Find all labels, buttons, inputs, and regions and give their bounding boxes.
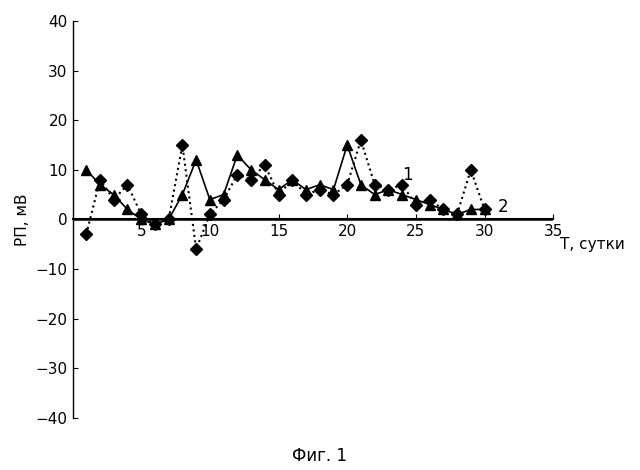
Text: 2: 2 [498, 198, 509, 216]
Text: Т, сутки: Т, сутки [560, 237, 625, 252]
Text: 1: 1 [402, 166, 413, 184]
Text: Фиг. 1: Фиг. 1 [292, 446, 348, 465]
Y-axis label: РП, мВ: РП, мВ [15, 193, 30, 246]
